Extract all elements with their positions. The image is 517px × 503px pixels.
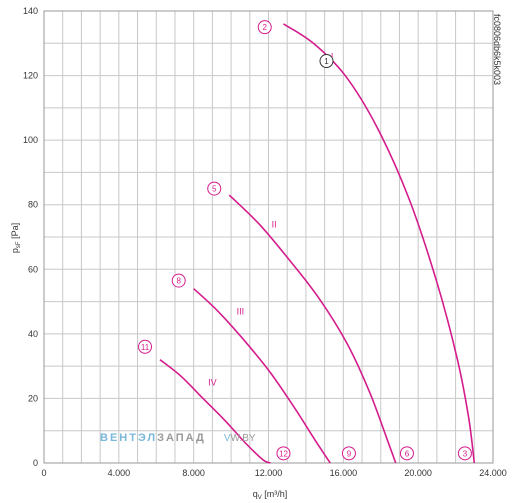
grid (43, 10, 494, 464)
marker-number: 6 (405, 449, 410, 458)
marker-number: 1 (324, 57, 329, 66)
marker-9: 9 (341, 446, 356, 461)
marker-number: 12 (279, 449, 288, 458)
curve-label-ii: II (272, 219, 277, 229)
curve-label-iii: III (237, 306, 245, 316)
curve-label-iv: IV (208, 378, 217, 388)
marker-circle (341, 446, 356, 461)
marker-circle (319, 54, 334, 69)
marker-circle (171, 273, 186, 288)
y-tick-label: 20 (28, 393, 38, 403)
figure-code: fc0806db6k5k003 (492, 14, 502, 85)
y-tick-label: 100 (23, 135, 38, 145)
y-tick-label: 120 (23, 71, 38, 81)
x-tick-label: 20.000 (404, 468, 432, 478)
y-tick-label: 40 (28, 329, 38, 339)
curve-iv (159, 359, 271, 464)
fan-curves (159, 23, 476, 464)
marker-6: 6 (399, 446, 414, 461)
marker-circle (207, 181, 222, 196)
curve-label-i: I (331, 51, 334, 61)
watermark: ВЕНТЭЛЗАПАД VW.BY (100, 432, 256, 444)
marker-8: 8 (171, 273, 186, 288)
x-axis-label: qV [m³/h] (253, 489, 288, 501)
axis-ticks: 0 4.000 8.000 12.000 16.000 20.000 24.000 0 20 40… (23, 6, 507, 478)
marker-number: 8 (176, 277, 181, 286)
marker-12: 12 (276, 446, 291, 461)
marker-number: 5 (212, 185, 217, 194)
marker-2: 2 (257, 20, 272, 35)
x-tick-label: 8.000 (182, 468, 205, 478)
y-axis-label: psF [Pa] (10, 223, 22, 253)
marker-11: 11 (138, 339, 153, 354)
y-tick-label: 0 (33, 458, 38, 468)
curve-i (283, 23, 476, 464)
marker-3: 3 (457, 446, 472, 461)
curve-ii (228, 194, 397, 464)
marker-circle (457, 446, 472, 461)
curve-iii (193, 288, 331, 464)
marker-circle (276, 446, 291, 461)
marker-circle (257, 20, 272, 35)
x-tick-label: 0 (41, 468, 46, 478)
marker-5: 5 (207, 181, 222, 196)
x-tick-label: 4.000 (108, 468, 131, 478)
x-tick-label: 16.000 (330, 468, 358, 478)
y-tick-label: 80 (28, 200, 38, 210)
marker-number: 2 (263, 23, 268, 32)
marker-circle (138, 339, 153, 354)
y-tick-label: 60 (28, 264, 38, 274)
marker-number: 11 (141, 343, 150, 352)
x-tick-label: 24.000 (479, 468, 507, 478)
marker-number: 3 (463, 449, 468, 458)
y-tick-label: 140 (23, 6, 38, 16)
marker-circle (399, 446, 414, 461)
marker-1: 1 (319, 54, 334, 69)
marker-number: 9 (347, 449, 352, 458)
x-tick-label: 12.000 (255, 468, 283, 478)
